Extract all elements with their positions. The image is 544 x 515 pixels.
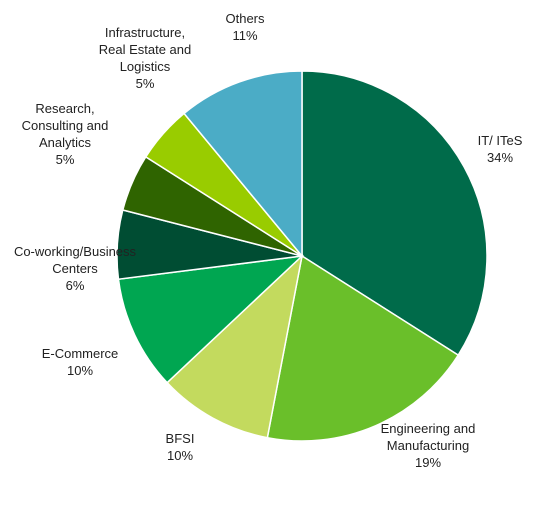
pie-slice (166, 253, 304, 439)
category-name: Research, Consulting and Analytics (21, 101, 109, 150)
value-label: 11% (232, 28, 258, 43)
category-name: Others (225, 11, 265, 26)
pie-slice (183, 70, 303, 259)
value-label: 34% (486, 150, 514, 165)
slice-label: Engineering and Manufacturing 19% (378, 420, 478, 471)
category-name: Co-working/Business Centers (13, 244, 137, 276)
value-label: 6% (65, 278, 85, 293)
slice-label: E-Commerce 10% (30, 345, 130, 379)
value-label: 10% (166, 448, 194, 463)
category-name: BFSI (165, 431, 195, 446)
value-label: 5% (55, 152, 75, 167)
category-name: E-Commerce (41, 346, 119, 361)
slice-label: Research, Consulting and Analytics 5% (10, 100, 120, 168)
value-label: 5% (135, 76, 155, 91)
slice-label: Others 11% (205, 10, 285, 44)
pie-slice (266, 254, 460, 442)
category-name: IT/ ITeS (477, 133, 523, 148)
pie-slice (117, 254, 305, 384)
value-label: 19% (414, 455, 442, 470)
category-name: Infrastructure, Real Estate and Logistic… (98, 25, 192, 74)
value-label: 10% (66, 363, 94, 378)
pie-slice (301, 70, 488, 357)
slice-label: Infrastructure, Real Estate and Logistic… (95, 24, 195, 92)
category-name: Engineering and Manufacturing (380, 421, 476, 453)
slice-label: IT/ ITeS 34% (460, 132, 540, 166)
slice-label: BFSI 10% (140, 430, 220, 464)
slice-label: Co-working/Business Centers 6% (10, 243, 140, 294)
